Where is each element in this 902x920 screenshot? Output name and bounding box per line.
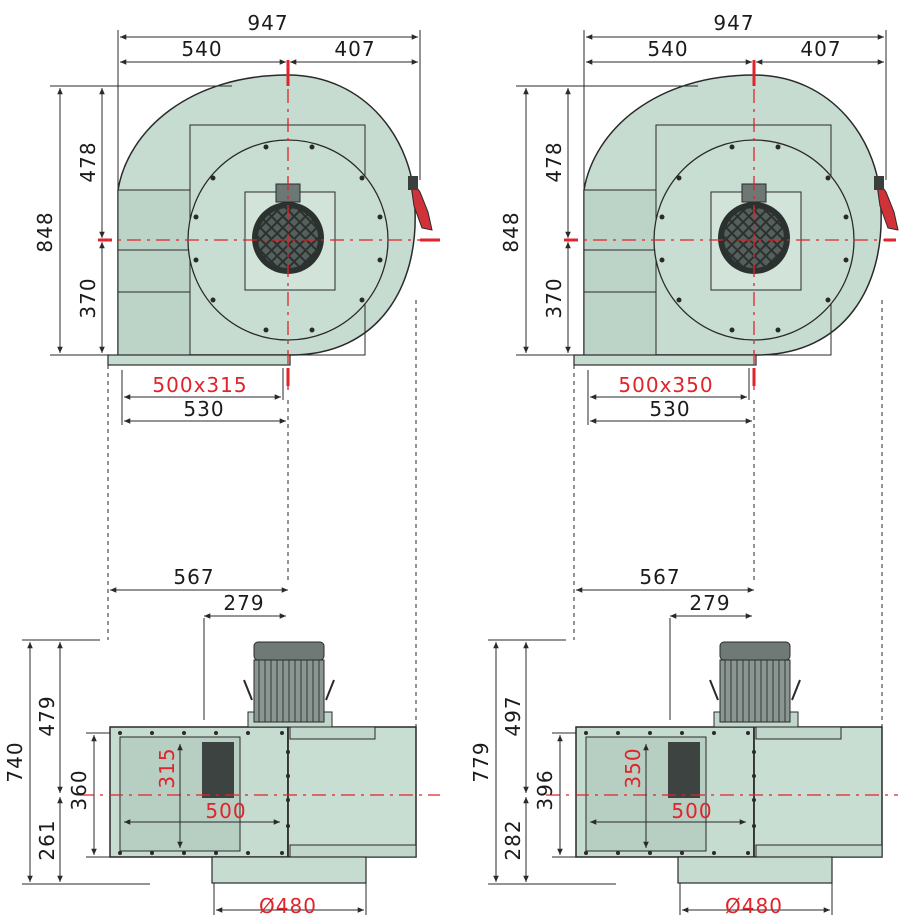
dim-lower-height-side: 282 (501, 819, 525, 860)
side-view: 567 279 740 479 360 261 315 500 Ø480 (3, 565, 440, 918)
dim-base-width: 530 (649, 397, 690, 421)
dim-mid-height-side: 360 (67, 769, 91, 810)
dim-left-width: 540 (647, 37, 688, 61)
center-lines (564, 60, 896, 390)
dimension-lines (516, 30, 887, 425)
front-view: 947 540 407 848 478 370 500x350 530 (499, 11, 899, 730)
dim-inlet-height: 315 (155, 747, 179, 788)
dim-offset-b: 279 (223, 591, 264, 615)
projection-lines (573, 300, 883, 730)
dim-offset-b: 279 (689, 591, 730, 615)
dim-overall-height: 848 (33, 211, 57, 252)
variant-2: 947 540 407 848 478 370 500x350 530 (469, 11, 899, 918)
fan-housing-front (107, 74, 433, 366)
dim-upper-height: 478 (542, 141, 566, 182)
dim-inlet-height: 350 (621, 747, 645, 788)
center-lines (98, 60, 440, 390)
dimension-lines-side (22, 587, 367, 915)
dimension-lines (50, 30, 421, 425)
dim-inlet-width: 500 (205, 799, 246, 823)
dim-right-width: 407 (334, 37, 375, 61)
dim-upper-height-side: 479 (35, 695, 59, 736)
dim-overall-width: 947 (247, 11, 288, 35)
dim-inlet-width: 500 (671, 799, 712, 823)
dim-mid-height-side: 396 (533, 769, 557, 810)
dim-offset-a: 567 (639, 565, 680, 589)
dim-base-width: 530 (183, 397, 224, 421)
dim-flange-diameter: Ø480 (259, 894, 317, 918)
dim-left-width: 540 (181, 37, 222, 61)
dim-right-width: 407 (800, 37, 841, 61)
variant-1: 947 540 407 848 478 370 500x315 530 (3, 11, 440, 918)
dim-flange-diameter: Ø480 (725, 894, 783, 918)
side-view: 567 279 779 497 396 282 350 500 Ø480 (469, 565, 898, 918)
front-view: 947 540 407 848 478 370 500x315 530 (33, 11, 440, 730)
dim-lower-height-side: 261 (35, 819, 59, 860)
dim-overall-height: 848 (499, 211, 523, 252)
projection-lines (107, 300, 417, 730)
dim-upper-height: 478 (76, 141, 100, 182)
dim-lower-height: 370 (76, 277, 100, 318)
dim-overall-height-side: 779 (469, 741, 493, 782)
fan-housing-side (109, 641, 417, 884)
dim-overall-height-side: 740 (3, 741, 27, 782)
dim-outlet-size: 500x315 (152, 373, 247, 397)
fan-housing-front (573, 74, 899, 366)
dimension-lines-side (488, 587, 833, 915)
dim-upper-height-side: 497 (501, 695, 525, 736)
dim-outlet-size: 500x350 (618, 373, 713, 397)
dim-overall-width: 947 (713, 11, 754, 35)
dim-offset-a: 567 (173, 565, 214, 589)
dim-lower-height: 370 (542, 277, 566, 318)
